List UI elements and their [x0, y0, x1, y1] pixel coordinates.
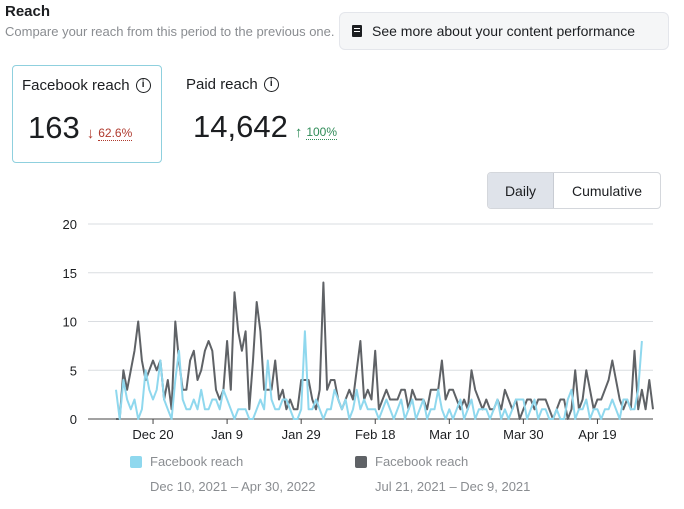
metric-value: 163 [28, 110, 80, 145]
x-tick-label: Feb 18 [355, 427, 395, 442]
info-icon[interactable]: i [263, 77, 279, 92]
chart-series [115, 281, 654, 420]
metric-value: 14,642 [193, 109, 288, 144]
legend-range: Jul 21, 2021 – Dec 9, 2021 [375, 479, 531, 494]
x-tick-label: Dec 20 [132, 427, 173, 442]
x-tick-label: Jan 29 [282, 427, 321, 442]
info-icon[interactable]: i [135, 78, 151, 93]
y-tick-label: 0 [70, 412, 77, 427]
metric-label: Facebook reach [22, 77, 130, 94]
arrow-up-icon: ↑ [294, 124, 303, 141]
section-title: Reach [5, 3, 51, 20]
toggle-daily[interactable]: Daily [488, 173, 554, 208]
metric-card-paid-reach[interactable]: Paid reach i 14,642 ↑ 100% [176, 65, 376, 163]
y-axis: 0 5 10 15 20 [63, 217, 77, 427]
chart-grid [88, 223, 653, 420]
x-tick-label: Apr 19 [578, 427, 616, 442]
legend-swatch [355, 456, 367, 468]
toggle-cumulative[interactable]: Cumulative [571, 182, 643, 199]
series-line-current[interactable] [115, 330, 643, 420]
metric-delta-value: 100% [306, 125, 338, 140]
reach-line-chart: 0 5 10 15 20 Dec 20 Jan 9 Jan 29 Feb 18 Mar 10 Ma… [63, 217, 654, 442]
y-tick-label: 15 [63, 266, 77, 281]
book-icon [352, 25, 362, 37]
metric-card-facebook-reach[interactable]: Facebook reach i 163 ↓ 62.6% [12, 65, 162, 163]
section-subtitle: Compare your reach from this period to t… [5, 24, 335, 39]
view-toggle: Daily Cumulative [487, 172, 661, 209]
metric-delta-value: 62.6% [98, 126, 133, 141]
metric-delta: ↑ 100% [294, 124, 338, 141]
x-tick-label: Jan 9 [211, 427, 243, 442]
legend-name: Facebook reach [375, 454, 469, 469]
legend-name: Facebook reach [150, 454, 244, 469]
y-tick-label: 20 [63, 217, 77, 232]
y-tick-label: 5 [70, 363, 77, 378]
content-performance-label: See more about your content performance [372, 23, 636, 39]
x-tick-label: Mar 30 [503, 427, 543, 442]
x-tick-label: Mar 10 [429, 427, 469, 442]
legend-range: Dec 10, 2021 – Apr 30, 2022 [150, 479, 316, 494]
metric-label: Paid reach [186, 76, 258, 93]
series-line-previous[interactable] [116, 281, 654, 420]
x-axis: Dec 20 Jan 9 Jan 29 Feb 18 Mar 10 Mar 30 Apr 1… [132, 419, 617, 442]
legend-swatch [130, 456, 142, 468]
content-performance-button[interactable]: See more about your content performance [339, 12, 669, 50]
arrow-down-icon: ↓ [86, 125, 95, 142]
metric-delta: ↓ 62.6% [87, 125, 133, 142]
y-tick-label: 10 [63, 315, 77, 330]
